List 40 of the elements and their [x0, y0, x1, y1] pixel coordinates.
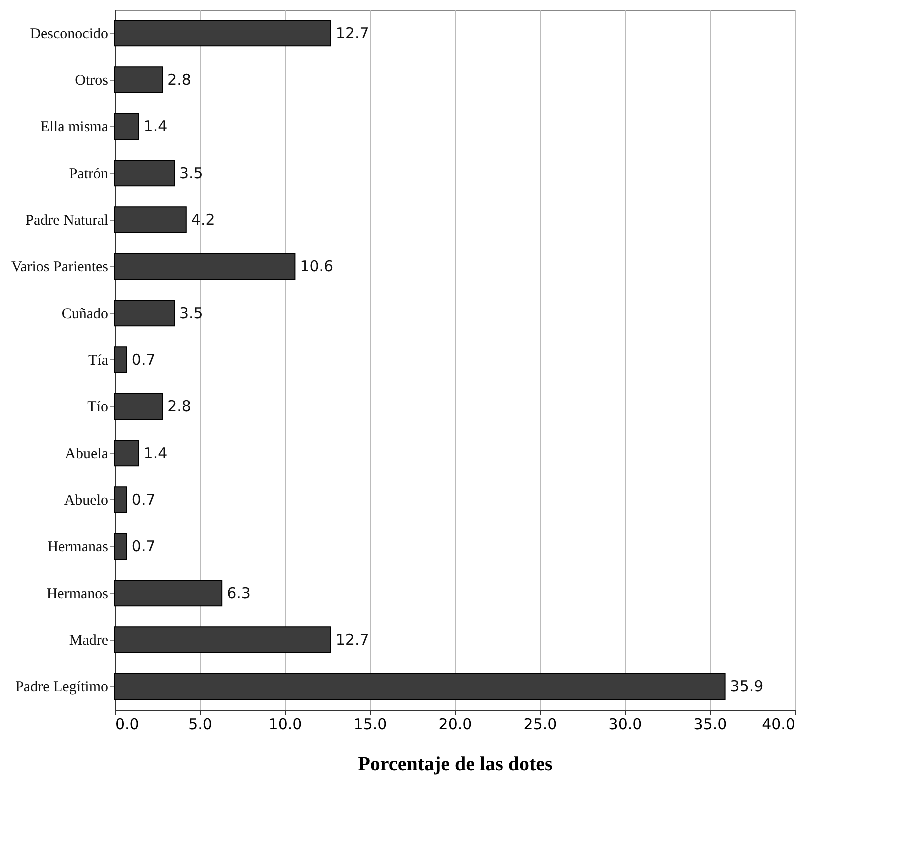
y-tick-label: Madre	[69, 633, 109, 649]
data-label: 10.6	[300, 258, 334, 276]
data-label: 4.2	[191, 211, 216, 229]
data-label: 12.7	[336, 24, 370, 42]
data-label: 1.4	[144, 444, 168, 462]
y-tick-label: Cuñado	[62, 306, 108, 322]
x-tick-label: 40.0	[762, 716, 796, 734]
data-label: 2.8	[168, 71, 192, 89]
x-tick-label: 25.0	[524, 716, 558, 734]
y-tick-label: Abuela	[65, 446, 109, 462]
data-label: 1.4	[144, 118, 168, 136]
y-tick-label: Padre Natural	[26, 213, 108, 229]
data-label: 6.3	[227, 584, 251, 602]
y-tick-label: Tía	[88, 353, 109, 369]
y-tick-label: Varios Parientes	[11, 260, 109, 276]
x-tick-label: 0.0	[116, 716, 140, 734]
x-tick-label: 10.0	[268, 716, 302, 734]
x-tick-label: 15.0	[354, 716, 388, 734]
y-tick-label: Hermanas	[48, 540, 109, 556]
data-label: 3.5	[180, 164, 204, 182]
x-tick-label: 35.0	[694, 716, 728, 734]
x-axis-title: Porcentaje de las dotes	[358, 754, 554, 776]
x-tick-label: 30.0	[608, 716, 642, 734]
data-label: 0.7	[132, 491, 156, 509]
y-tick-label: Desconocido	[30, 26, 108, 42]
data-label: 3.5	[180, 304, 204, 322]
data-label: 12.7	[336, 631, 370, 649]
data-label: 0.7	[132, 538, 156, 556]
y-tick-label: Hermanos	[46, 586, 109, 602]
y-tick-label: Ella misma	[40, 120, 109, 136]
y-tick-label: Patrón	[69, 166, 109, 182]
y-tick-label: Otros	[75, 73, 109, 89]
data-label: 2.8	[168, 398, 192, 416]
data-label: 0.7	[132, 351, 156, 369]
y-tick-label: Padre Legítimo	[16, 680, 108, 696]
y-tick-label: Tío	[88, 400, 108, 416]
data-label: 35.9	[730, 678, 764, 696]
x-tick-label: 5.0	[188, 716, 212, 734]
x-tick-label: 20.0	[438, 716, 472, 734]
y-tick-label: Abuelo	[64, 493, 108, 509]
